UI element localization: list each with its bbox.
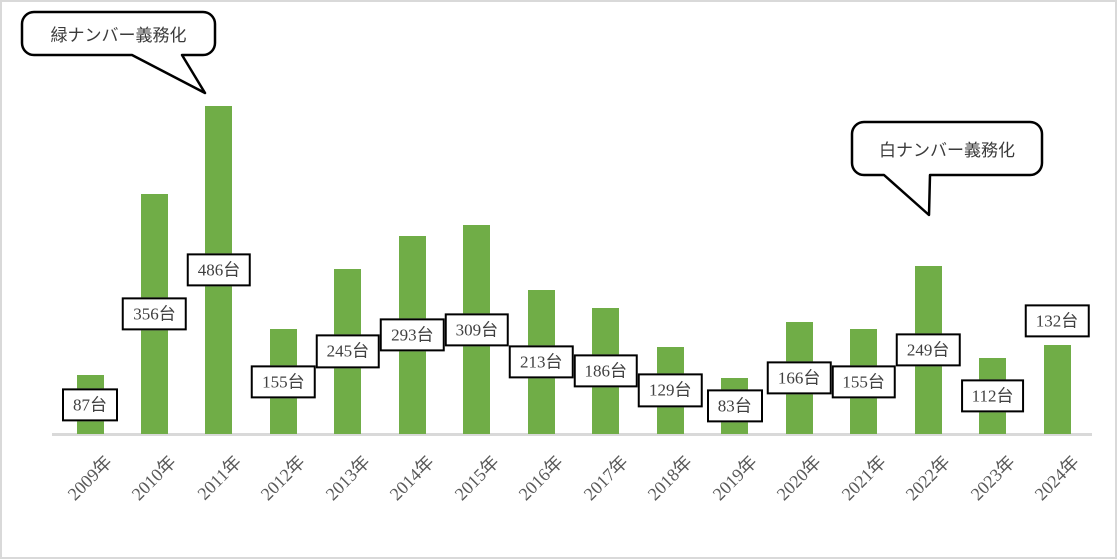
- data-label-2015年: 309台: [444, 313, 510, 347]
- x-tick-2010年: 2010年: [128, 451, 181, 505]
- data-label-2023年: 112台: [960, 379, 1025, 413]
- x-tick-2024年: 2024年: [1030, 451, 1084, 505]
- callout-label-white-mandate: 白ナンバー義務化: [879, 141, 1015, 160]
- x-tick-2019年: 2019年: [708, 451, 761, 505]
- data-label-2019年: 83台: [706, 389, 763, 423]
- data-label-2024年: 132台: [1024, 304, 1090, 338]
- x-tick-2009年: 2009年: [63, 451, 116, 505]
- data-label-2016年: 213台: [509, 345, 574, 379]
- data-label-2021年: 155台: [831, 365, 896, 399]
- x-tick-2022年: 2022年: [901, 451, 955, 505]
- data-label-2012年: 155台: [251, 365, 316, 399]
- data-label-2022年: 249台: [895, 333, 961, 367]
- x-tick-2013年: 2013年: [321, 451, 374, 505]
- data-label-2013年: 245台: [315, 334, 381, 368]
- data-label-2009年: 87台: [62, 388, 118, 422]
- x-tick-2018年: 2018年: [643, 451, 697, 505]
- x-tick-2015年: 2015年: [450, 451, 503, 505]
- callout-label-green-mandate: 緑ナンバー義務化: [50, 26, 187, 45]
- x-tick-2020年: 2020年: [772, 451, 826, 505]
- x-tick-2014年: 2014年: [386, 451, 439, 505]
- data-label-2014年: 293台: [380, 318, 445, 352]
- x-tick-2021年: 2021年: [837, 451, 890, 505]
- x-tick-2016年: 2016年: [514, 451, 568, 505]
- data-label-2018年: 129台: [637, 373, 703, 408]
- x-tick-2023年: 2023年: [966, 451, 1019, 505]
- data-label-2010年: 356台: [122, 297, 187, 331]
- data-label-2017年: 186台: [573, 354, 638, 388]
- x-axis-line: [52, 433, 1092, 436]
- x-tick-2012年: 2012年: [257, 451, 310, 505]
- x-tick-2017年: 2017年: [579, 451, 632, 505]
- bar-2024年: [1043, 344, 1071, 434]
- x-tick-2011年: 2011年: [193, 451, 245, 504]
- data-label-2011年: 486台: [186, 253, 252, 287]
- data-label-2020年: 166台: [766, 361, 832, 395]
